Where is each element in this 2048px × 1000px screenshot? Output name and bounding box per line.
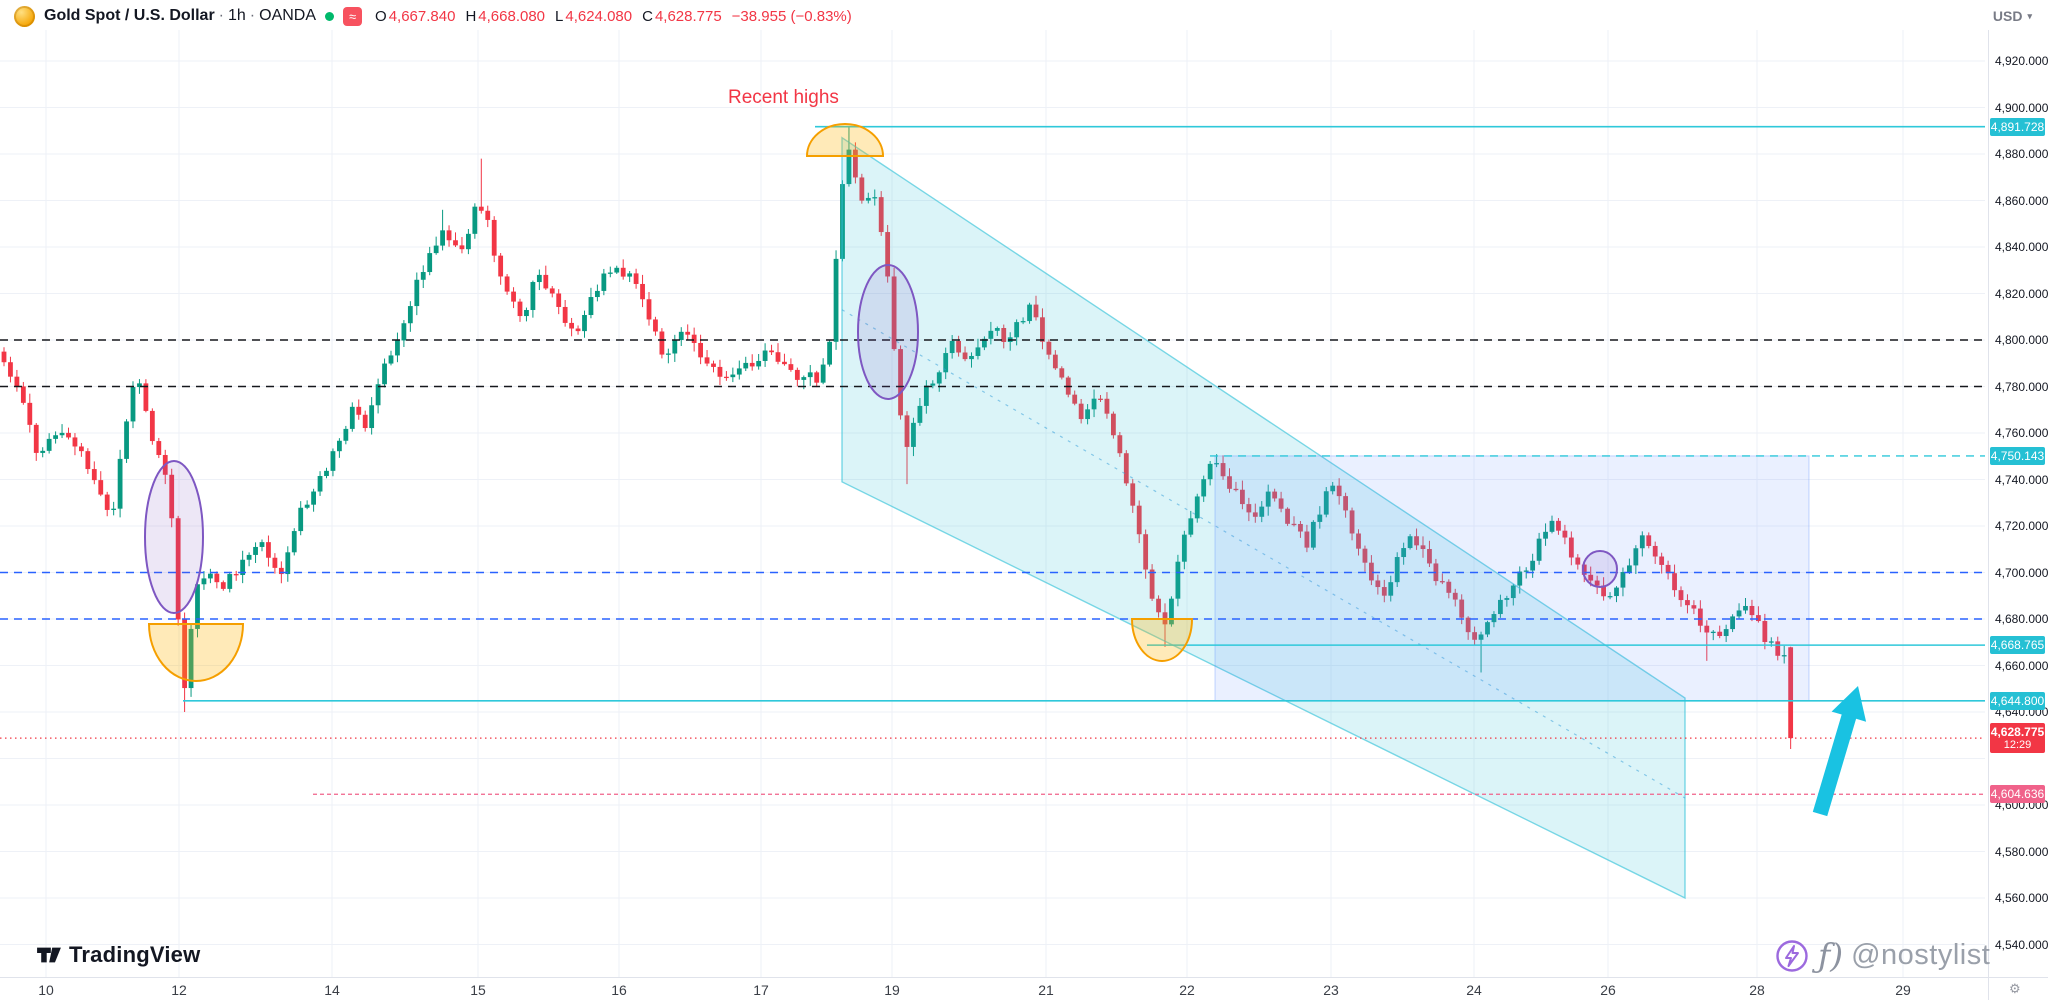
horizontal-levels: [0, 125, 1985, 795]
price-axis-label: 4,700.000: [1995, 565, 2048, 580]
price-axis-label: 4,820.000: [1995, 286, 2048, 301]
high-value: 4,668.080: [478, 7, 546, 25]
price-axis-label: 4,680.000: [1995, 612, 2048, 626]
time-axis[interactable]: 10 12 14 15 16 17 19 21 22 23 24 26 28 29: [0, 977, 1988, 1000]
time-axis-label: 29: [1895, 982, 1911, 998]
symbol-title[interactable]: Gold Spot / U.S. Dollar · 1h · OANDA: [44, 7, 316, 25]
price-axis-label: 4,840.000: [1995, 240, 2048, 254]
timeframe[interactable]: 1h: [228, 7, 246, 24]
close-value: 4,628.775: [654, 7, 722, 25]
change-readout: −38.955 (−0.83%): [731, 7, 852, 25]
separator: ·: [249, 7, 256, 24]
price-axis-label: 4,580.000: [1995, 844, 2048, 859]
price-axis-label: 4,760.000: [1995, 426, 2048, 440]
watermark-handle: @nostylist: [1851, 939, 1991, 971]
price-level-label: 4,644.800: [1990, 691, 2045, 710]
price-axis-label: 4,540.000: [1995, 937, 2048, 952]
price-axis-label: 4,560.000: [1995, 891, 2048, 905]
time-axis-label: 12: [171, 982, 187, 998]
exchange: OANDA: [259, 7, 317, 24]
data-mode-badge[interactable]: ≈: [343, 6, 363, 26]
axis-settings-gear-icon[interactable]: ⚙: [2009, 981, 2021, 996]
price-axis-label: 4,860.000: [1995, 193, 2048, 208]
tradingview-logo-text: TradingView: [69, 942, 201, 967]
price-axis-label: 4,660.000: [1995, 658, 2048, 673]
time-axis-label: 26: [1600, 982, 1616, 998]
annotation-recent-highs: Recent highs: [728, 87, 839, 108]
price-level-label: 4,668.765: [1990, 636, 2045, 655]
open-label: O: [375, 7, 387, 25]
price-axis-label: 4,880.000: [1995, 147, 2048, 161]
ellipse-annotations: [144, 264, 1618, 614]
time-axis-label: 23: [1323, 982, 1339, 998]
time-axis-label: 14: [324, 982, 340, 998]
price-level-label: 4,604.636: [1990, 785, 2045, 804]
price-axis-label: 4,740.000: [1995, 472, 2048, 487]
high-label: H: [465, 7, 477, 25]
time-axis-label: 24: [1466, 982, 1482, 998]
open-value: 4,667.840: [388, 7, 456, 25]
time-axis-label: 19: [884, 982, 900, 998]
chevron-down-icon: ▾: [2027, 10, 2032, 21]
current-price-label: 4,628.775 12:29: [1990, 723, 2045, 754]
market-status-dot: [325, 11, 335, 21]
watermark-logo-glyph: ƒ): [1818, 936, 1844, 975]
candlesticks: [1, 126, 1794, 750]
descending-channel: [841, 136, 1686, 900]
ohlc-readout: O 4,667.840 H 4,668.080 L 4,624.080 C 4,628.…: [375, 8, 852, 25]
lightning-circle-icon: [1776, 939, 1808, 972]
tradingview-logo[interactable]: TradingView: [36, 942, 200, 968]
separator: ·: [218, 7, 224, 24]
arc-annotations: [147, 123, 1194, 682]
time-axis-label: 22: [1179, 982, 1195, 998]
low-value: 4,624.080: [565, 7, 633, 25]
price-axis-label: 4,920.000: [1995, 54, 2048, 68]
currency-selector[interactable]: USD ▾: [1993, 8, 2032, 24]
consolidation-box: [1214, 455, 1810, 702]
time-axis-label: 17: [753, 982, 769, 998]
time-axis-label: 10: [38, 982, 54, 998]
price-axis-label: 4,900.000: [1995, 100, 2048, 115]
time-axis-label: 21: [1038, 982, 1054, 998]
chart-header: Gold Spot / U.S. Dollar · 1h · OANDA ≈ O 4,66…: [0, 0, 2048, 30]
time-axis-label: 16: [611, 982, 627, 998]
symbol-name: Gold Spot / U.S. Dollar: [44, 7, 215, 24]
price-axis-label: 4,780.000: [1995, 379, 2048, 394]
price-level-label: 4,750.143: [1990, 446, 2045, 465]
price-level-label: 4,891.728: [1990, 117, 2045, 136]
time-axis-label: 15: [470, 982, 486, 998]
price-axis[interactable]: 4,920.000 4,900.000 4,880.000 4,860.000 4,84…: [1988, 30, 2048, 1000]
low-label: L: [555, 7, 564, 25]
author-watermark: ƒ) @nostylist: [1774, 936, 1990, 975]
symbol-info: Gold Spot / U.S. Dollar · 1h · OANDA ≈ O 4,66…: [14, 5, 852, 27]
close-label: C: [642, 7, 653, 25]
price-axis-label: 4,720.000: [1995, 519, 2048, 533]
time-axis-label: 28: [1749, 982, 1765, 998]
tradingview-glyph-icon: [37, 947, 61, 963]
price-axis-label: 4,800.000: [1995, 333, 2048, 347]
axis-corner[interactable]: ⚙: [1988, 977, 2048, 1000]
gold-coin-icon: [14, 5, 35, 27]
currency-label: USD: [1992, 8, 2023, 24]
up-arrow-annotation: [1812, 686, 1867, 817]
